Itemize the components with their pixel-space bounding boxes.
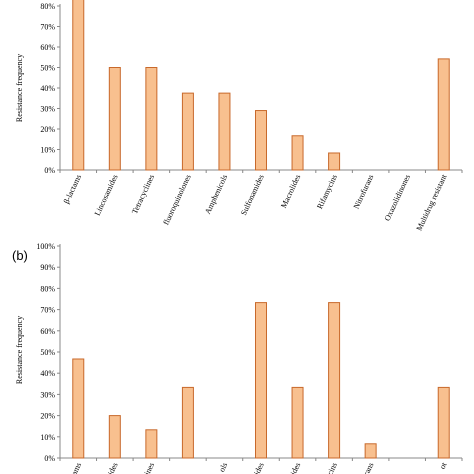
panel-label: (b) xyxy=(12,248,28,263)
x-tick-label: Amphenicols xyxy=(203,173,229,215)
y-tick-label: 80% xyxy=(40,284,55,293)
bar xyxy=(108,415,121,459)
y-tick-label: 50% xyxy=(40,64,55,73)
x-tick-label: β-lactams xyxy=(62,173,83,205)
bar xyxy=(108,67,121,171)
x-tick-label: ines xyxy=(143,461,157,474)
bar xyxy=(291,135,304,171)
x-tick-label: Multidrug resistant xyxy=(415,172,449,232)
y-tick-label: 0% xyxy=(44,454,55,463)
bar xyxy=(328,302,341,459)
x-tick-label: lides xyxy=(288,461,303,474)
y-tick-label: 40% xyxy=(40,84,55,93)
y-tick-label: 60% xyxy=(40,43,55,52)
y-tick-label: 50% xyxy=(40,348,55,357)
x-tick-label: Tetracyclines xyxy=(130,173,156,215)
bar xyxy=(181,386,194,459)
y-tick-label: 100% xyxy=(36,242,55,251)
y-tick-label: 10% xyxy=(40,433,55,442)
x-tick-label: Macrolides xyxy=(279,173,302,209)
bar xyxy=(145,429,158,459)
y-tick-label: 30% xyxy=(40,105,55,114)
bar xyxy=(72,0,85,171)
x-tick-label: ides xyxy=(106,461,120,474)
x-tick-label: ols xyxy=(217,461,229,473)
y-tick-label: 10% xyxy=(40,146,55,155)
y-axis-label: Resistance frequency xyxy=(15,316,24,384)
y-tick-label: 20% xyxy=(40,412,55,421)
bar xyxy=(364,443,377,459)
y-tick-label: 40% xyxy=(40,369,55,378)
x-tick-label: Lincosamides xyxy=(93,173,120,217)
y-tick-label: 60% xyxy=(40,327,55,336)
x-tick-label: rans xyxy=(362,461,376,474)
y-tick-label: 0% xyxy=(44,166,55,175)
y-tick-label: 20% xyxy=(40,125,55,134)
y-tick-label: 70% xyxy=(40,306,55,315)
bar xyxy=(291,386,304,459)
x-tick-label: Nitrofurans xyxy=(352,173,376,210)
y-axis-label: Resistance frequency xyxy=(15,54,24,122)
x-tick-label: fluoroquinolones xyxy=(161,173,192,226)
y-tick-label: 90% xyxy=(40,263,55,272)
x-tick-label: ams xyxy=(69,461,83,474)
bar xyxy=(145,67,158,171)
x-tick-label: ot xyxy=(438,460,449,470)
bar xyxy=(328,152,341,171)
x-tick-label: Oxazolidinones xyxy=(383,173,412,222)
bar xyxy=(72,358,85,459)
chart-a: Resistance frequency 0% 10% 20% 30% 40% 50% 60%… xyxy=(15,0,463,232)
y-tick-label: 30% xyxy=(40,390,55,399)
x-tick-label: Sulfonamides xyxy=(239,173,266,217)
bar xyxy=(255,110,267,171)
x-tick-label: ides xyxy=(252,461,266,474)
bar xyxy=(181,92,194,171)
x-tick-label: cins xyxy=(325,461,339,474)
bar xyxy=(437,386,450,459)
x-tick-label: Rifamycins xyxy=(315,173,339,210)
bar xyxy=(218,92,231,171)
y-tick-label: 80% xyxy=(40,2,55,11)
y-tick-label: 70% xyxy=(40,23,55,32)
bar xyxy=(437,58,450,171)
chart-b: (b) Resistance frequency 0% 10% 20% 30% 40% 50%… xyxy=(12,242,463,474)
bar xyxy=(255,302,267,459)
